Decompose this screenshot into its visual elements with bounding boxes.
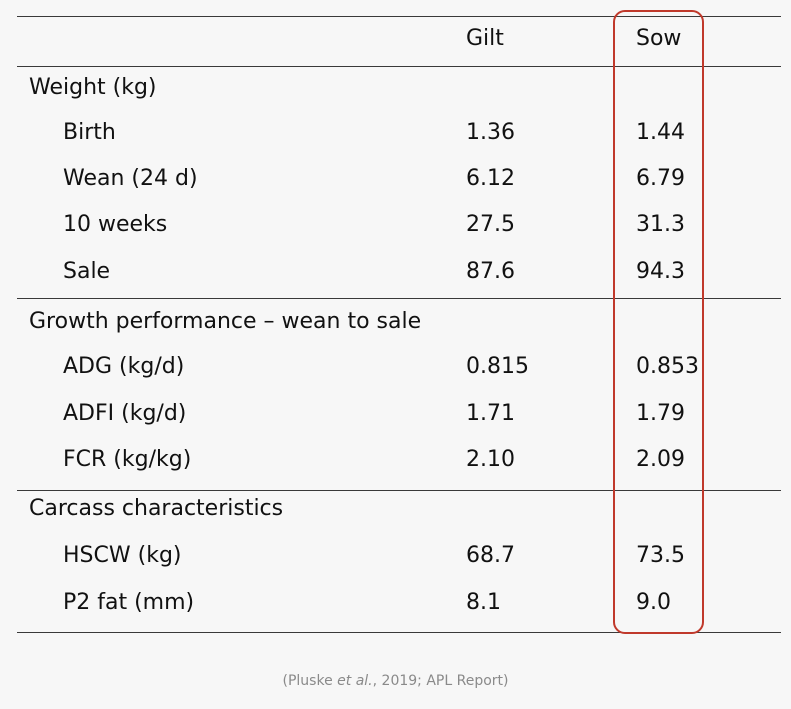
table-top-rule bbox=[17, 16, 781, 17]
section-title-growth: Growth performance – wean to sale bbox=[29, 309, 422, 334]
table-bottom-rule bbox=[17, 632, 781, 633]
gilt-value-10-weeks: 27.5 bbox=[466, 212, 515, 237]
gilt-value-adfi: 1.71 bbox=[466, 401, 515, 426]
sow-value-sale: 94.3 bbox=[636, 259, 685, 284]
sow-value-adfi: 1.79 bbox=[636, 401, 685, 426]
sow-value-p2-fat: 9.0 bbox=[636, 590, 671, 615]
gilt-value-fcr: 2.10 bbox=[466, 447, 515, 472]
gilt-value-adg: 0.815 bbox=[466, 354, 529, 379]
row-label-birth: Birth bbox=[63, 120, 116, 145]
row-label-fcr: FCR (kg/kg) bbox=[63, 447, 192, 472]
gilt-value-p2-fat: 8.1 bbox=[466, 590, 501, 615]
column-header-gilt: Gilt bbox=[466, 26, 504, 51]
section-title-weight: Weight (kg) bbox=[29, 75, 157, 100]
section-divider-carcass bbox=[17, 490, 781, 491]
gilt-value-birth: 1.36 bbox=[466, 120, 515, 145]
row-label-hscw: HSCW (kg) bbox=[63, 543, 182, 568]
column-header-sow: Sow bbox=[636, 26, 682, 51]
section-title-carcass: Carcass characteristics bbox=[29, 496, 284, 521]
sow-value-adg: 0.853 bbox=[636, 354, 699, 379]
gilt-value-sale: 87.6 bbox=[466, 259, 515, 284]
row-label-adg: ADG (kg/d) bbox=[63, 354, 185, 379]
row-label-sale: Sale bbox=[63, 259, 111, 284]
row-label-10-weeks: 10 weeks bbox=[63, 212, 168, 237]
sow-value-10-weeks: 31.3 bbox=[636, 212, 685, 237]
row-label-wean: Wean (24 d) bbox=[63, 166, 198, 191]
citation-authors: (Pluske bbox=[282, 673, 338, 689]
gilt-value-hscw: 68.7 bbox=[466, 543, 515, 568]
sow-value-fcr: 2.09 bbox=[636, 447, 685, 472]
sow-value-wean: 6.79 bbox=[636, 166, 685, 191]
sow-value-birth: 1.44 bbox=[636, 120, 685, 145]
gilt-value-wean: 6.12 bbox=[466, 166, 515, 191]
citation-et-al: et al. bbox=[337, 673, 373, 689]
row-label-p2-fat: P2 fat (mm) bbox=[63, 590, 195, 615]
section-divider-growth bbox=[17, 298, 781, 299]
sow-value-hscw: 73.5 bbox=[636, 543, 685, 568]
header-bottom-rule bbox=[17, 66, 781, 67]
citation: (Pluske et al., 2019; APL Report) bbox=[0, 673, 791, 689]
citation-source: , 2019; APL Report) bbox=[372, 673, 509, 689]
row-label-adfi: ADFI (kg/d) bbox=[63, 401, 187, 426]
sow-column-highlight-box bbox=[613, 10, 704, 634]
